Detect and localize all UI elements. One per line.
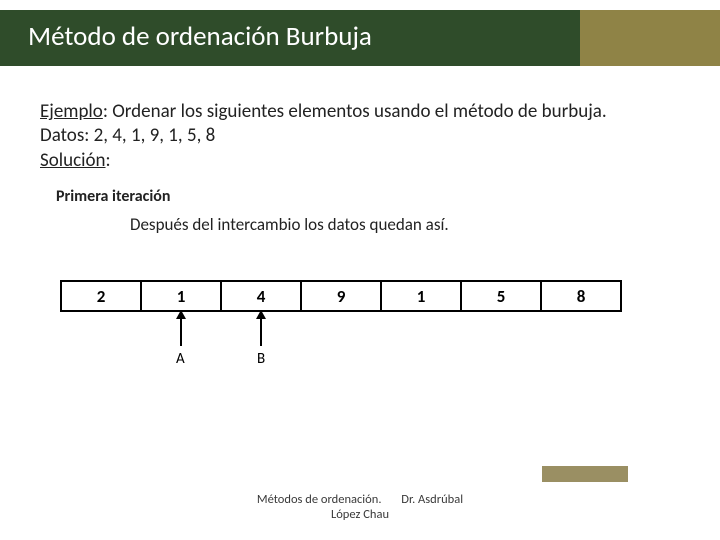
arrow-up-icon	[180, 318, 182, 346]
array-cell: 9	[301, 281, 381, 311]
footer-left: Métodos de ordenación.	[257, 492, 382, 507]
array-cell: 1	[381, 281, 461, 311]
array-table: 2 1 4 9 1 5 8	[60, 280, 622, 312]
footer-right: Dr. Asdrúbal	[401, 492, 463, 507]
array-cell: 5	[461, 281, 541, 311]
slide: Método de ordenación Burbuja Ejemplo: Or…	[0, 0, 720, 540]
solucion-label: Solución	[40, 149, 106, 172]
footer-accent-bar	[542, 466, 628, 482]
datos-line: Datos: 2, 4, 1, 9, 1, 5, 8	[40, 124, 215, 147]
array-cell: 1	[141, 281, 221, 311]
body-text: Ejemplo: Ordenar los siguientes elemento…	[40, 100, 680, 241]
title-bar-gold	[580, 10, 720, 66]
ejemplo-rest: : Ordenar los siguientes elementos usand…	[103, 100, 607, 123]
title-bar: Método de ordenación Burbuja	[0, 10, 720, 66]
pointer-b-label: B	[257, 350, 265, 368]
footer-text: Métodos de ordenación. Dr. Asdrúbal Lópe…	[0, 492, 720, 522]
after-swap-text: Después del intercambio los datos quedan…	[130, 214, 680, 235]
pointer-a-label: A	[176, 350, 185, 368]
array-wrap: 2 1 4 9 1 5 8 A B	[60, 280, 622, 312]
footer-left2: López Chau	[331, 507, 389, 522]
solucion-rest: :	[106, 149, 111, 172]
arrow-up-icon	[260, 318, 262, 346]
array-row: 2 1 4 9 1 5 8	[61, 281, 621, 311]
array-cell: 8	[541, 281, 621, 311]
iteration-label: Primera iteración	[56, 187, 680, 206]
ejemplo-paragraph: Ejemplo: Ordenar los siguientes elemento…	[40, 100, 680, 173]
array-cell: 4	[221, 281, 301, 311]
ejemplo-label: Ejemplo	[40, 100, 103, 123]
array-cell: 2	[61, 281, 141, 311]
slide-title: Método de ordenación Burbuja	[28, 20, 372, 53]
